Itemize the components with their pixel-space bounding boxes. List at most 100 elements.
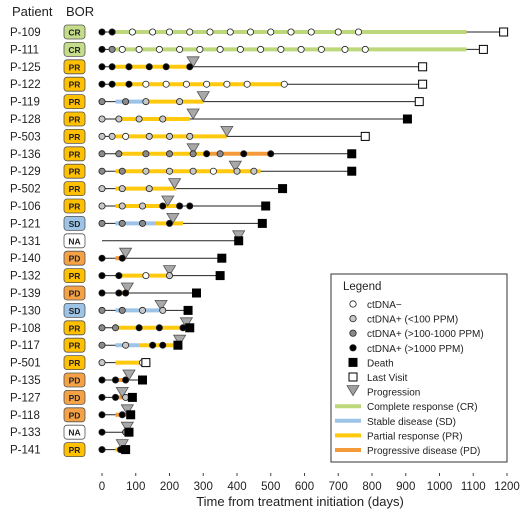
bor-badge bbox=[63, 128, 86, 144]
patient-id: P-135 bbox=[10, 375, 41, 387]
ctdna-marker bbox=[138, 306, 146, 314]
progression-marker bbox=[115, 386, 129, 399]
ctdna-marker bbox=[186, 63, 194, 71]
patient-id: P-122 bbox=[10, 79, 41, 91]
patient-row: P-135 PD bbox=[10, 369, 147, 388]
patient-id: P-136 bbox=[10, 149, 41, 161]
death-marker bbox=[261, 201, 271, 211]
progression-marker bbox=[154, 299, 168, 312]
ctdna-marker bbox=[122, 289, 130, 297]
progression-marker bbox=[120, 404, 135, 416]
bor-label: CR bbox=[68, 28, 80, 38]
ctdna-marker bbox=[98, 393, 106, 401]
bor-label: PR bbox=[69, 202, 81, 212]
bor-label: PR bbox=[69, 184, 81, 194]
bor-badge bbox=[63, 285, 86, 301]
ctdna-marker bbox=[189, 167, 197, 175]
ctdna-marker bbox=[162, 63, 170, 71]
legend-box bbox=[330, 273, 508, 463]
x-tick-label: 500 bbox=[261, 481, 280, 493]
bor-badge bbox=[63, 372, 86, 388]
patient-row: P-136 PR bbox=[10, 143, 357, 162]
progression-marker bbox=[220, 126, 234, 138]
death-marker bbox=[127, 392, 137, 402]
ctdna-marker bbox=[118, 411, 126, 419]
x-tick-label: 100 bbox=[126, 481, 145, 493]
ctdna-marker bbox=[118, 202, 126, 210]
bor-badge bbox=[63, 163, 86, 179]
ctdna-marker bbox=[155, 45, 163, 53]
ctdna-marker bbox=[149, 28, 157, 36]
ctdna-marker bbox=[162, 80, 170, 88]
legend-item-label: ctDNA+ (>1000 PPM) bbox=[367, 344, 464, 355]
ctdna-marker bbox=[341, 45, 349, 53]
ctdna-marker bbox=[142, 98, 150, 106]
ctdna-marker bbox=[236, 45, 244, 53]
ctdna-marker bbox=[98, 411, 106, 419]
ctdna-marker bbox=[125, 63, 133, 71]
ctdna-marker bbox=[122, 341, 130, 349]
ctdna-marker bbox=[334, 28, 342, 36]
ctdna-marker bbox=[122, 393, 130, 401]
patient-row: P-139 PD bbox=[10, 282, 201, 301]
last-visit-marker bbox=[418, 79, 428, 89]
ctdna-marker bbox=[186, 202, 194, 210]
ctdna-marker bbox=[115, 272, 123, 280]
progression-marker bbox=[115, 439, 129, 451]
bor-label: NA bbox=[68, 236, 80, 246]
ctdna-marker bbox=[267, 150, 275, 158]
ctdna-marker bbox=[155, 324, 163, 332]
patient-id: P-502 bbox=[10, 184, 41, 196]
legend-item-label: Death bbox=[367, 358, 394, 369]
ctdna-marker bbox=[203, 80, 211, 88]
bor-label: PD bbox=[69, 254, 81, 264]
patient-id: P-119 bbox=[10, 97, 40, 109]
ctdna-marker bbox=[209, 167, 217, 175]
ctdna-marker bbox=[203, 150, 211, 158]
ctdna-marker bbox=[287, 28, 295, 36]
ctdna-marker bbox=[98, 376, 106, 384]
patient-row: P-501 PR bbox=[10, 355, 151, 371]
ctdna-marker bbox=[145, 132, 153, 140]
ctdna-marker bbox=[118, 306, 126, 314]
ctdna-marker bbox=[115, 289, 123, 297]
ctdna-marker bbox=[361, 45, 369, 53]
ctdna-marker bbox=[98, 98, 106, 106]
ctdna-marker bbox=[98, 446, 106, 454]
legend-item-label: Progressive disease (PD) bbox=[367, 446, 480, 457]
legend-item-label: ctDNA+ (<100 PPM) bbox=[367, 315, 458, 326]
bor-badge bbox=[63, 424, 86, 440]
patient-row: P-109 CR bbox=[10, 24, 509, 40]
ctdna-marker bbox=[257, 45, 265, 53]
bor-label: PR bbox=[69, 62, 81, 72]
ctdna-marker bbox=[98, 167, 106, 175]
patient-row: P-111 CR bbox=[10, 42, 488, 57]
ctdna-marker bbox=[98, 28, 106, 36]
bor-badge bbox=[63, 215, 86, 231]
ctdna-marker bbox=[240, 150, 248, 158]
ctdna-marker bbox=[135, 115, 143, 123]
x-axis-label: Time from treatment initiation (days) bbox=[196, 494, 404, 509]
patient-row: P-129 PR bbox=[10, 160, 357, 179]
patient-id: P-140 bbox=[10, 253, 41, 265]
bor-label: PD bbox=[69, 410, 81, 420]
last-visit-marker bbox=[414, 97, 424, 107]
x-tick-label: 600 bbox=[295, 481, 314, 493]
legend-swatch bbox=[346, 385, 360, 397]
x-tick-label: 1200 bbox=[494, 481, 520, 493]
ctdna-marker bbox=[317, 45, 325, 53]
death-marker bbox=[126, 410, 136, 420]
x-tick-label: 800 bbox=[362, 481, 381, 493]
progression-marker bbox=[166, 212, 180, 225]
ctdna-marker bbox=[186, 132, 194, 140]
legend-swatch bbox=[348, 372, 358, 382]
x-tick-label: 700 bbox=[329, 481, 348, 493]
ctdna-marker bbox=[98, 150, 106, 158]
patient-id: P-132 bbox=[10, 271, 41, 283]
ctdna-marker bbox=[267, 28, 275, 36]
patient-id: P-117 bbox=[10, 340, 40, 352]
ctdna-marker bbox=[125, 80, 133, 88]
progression-marker bbox=[186, 108, 200, 120]
patient-id: P-131 bbox=[10, 236, 41, 248]
ctdna-marker bbox=[108, 80, 116, 88]
